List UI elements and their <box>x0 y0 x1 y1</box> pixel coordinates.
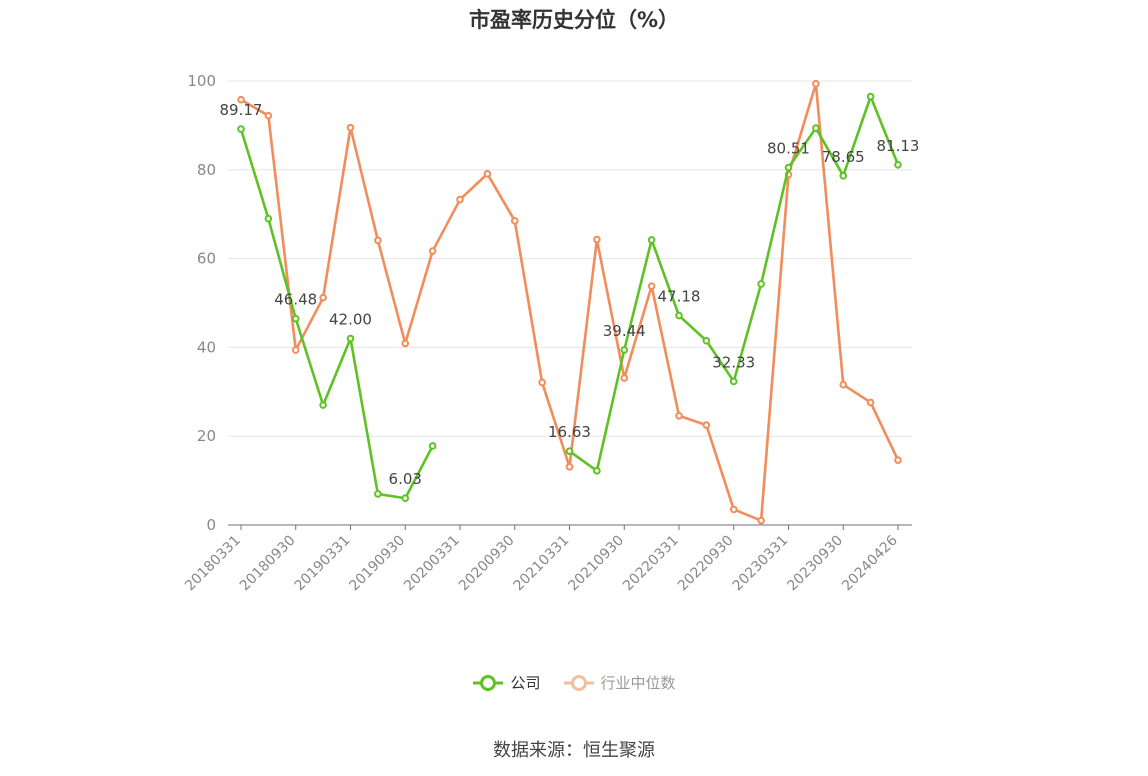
data-label: 89.17 <box>220 101 263 119</box>
industry-point <box>757 516 765 525</box>
x-tick-label: 20230331 <box>730 533 792 595</box>
data-label: 6.03 <box>389 470 422 488</box>
company-point <box>319 401 327 409</box>
legend-item-company[interactable]: 公司 <box>472 672 541 693</box>
industry-point <box>401 339 410 348</box>
company-point <box>346 334 355 343</box>
grid-layer <box>228 80 912 437</box>
company-point <box>237 125 245 133</box>
industry-point <box>593 235 601 244</box>
industry-point <box>428 247 437 255</box>
company-point <box>757 280 765 288</box>
legend-industry-marker-icon <box>563 674 594 691</box>
company-point <box>866 92 875 101</box>
y-tick-label: 60 <box>197 250 216 268</box>
x-tick-label: 20240426 <box>839 532 901 594</box>
y-tick-label: 20 <box>197 427 216 445</box>
legend: 公司 行业中位数 <box>0 672 1148 693</box>
data-label: 78.65 <box>822 148 865 166</box>
data-label: 16.63 <box>548 423 591 441</box>
data-label: 80.51 <box>767 140 810 158</box>
industry-point <box>866 398 875 407</box>
company-point <box>291 314 300 323</box>
y-tick-label: 80 <box>197 161 216 179</box>
industry-point <box>346 123 355 132</box>
company-point <box>729 377 738 386</box>
company-point <box>620 346 629 354</box>
data-label: 32.33 <box>712 353 755 371</box>
company-point <box>401 494 410 503</box>
company-point <box>264 214 273 223</box>
company-point <box>428 442 437 450</box>
legend-item-industry-median[interactable]: 行业中位数 <box>563 672 676 693</box>
data-label: 81.13 <box>877 137 920 155</box>
x-tick-label: 20210331 <box>511 533 573 595</box>
data-label: 39.44 <box>603 322 646 340</box>
chart-title: 市盈率历史分位（%） <box>468 8 680 32</box>
company-point <box>784 163 793 172</box>
y-tick-label: 40 <box>197 338 216 356</box>
industry-point <box>237 95 245 104</box>
industry-point <box>319 293 327 302</box>
industry-point <box>374 236 382 245</box>
company-point <box>894 160 902 169</box>
company-point <box>647 236 656 244</box>
industry-point <box>894 456 902 464</box>
legend-company-label: 公司 <box>510 674 541 692</box>
data-label-layer: 89.17 46.48 42.00 6.03 16.63 39.44 47.18 32.33 8… <box>220 101 920 488</box>
x-tick-label: 20180930 <box>237 533 299 595</box>
company-point <box>675 311 683 320</box>
industry-point <box>264 111 273 120</box>
company-point <box>702 336 711 345</box>
industry-point <box>538 378 546 387</box>
data-source-note: 数据来源：恒生聚源 <box>493 740 655 761</box>
x-tick-label: 20190331 <box>292 533 354 595</box>
x-tick-label: 20220331 <box>620 533 682 595</box>
industry-point <box>702 421 711 429</box>
industry-point <box>565 463 574 471</box>
industry-point <box>483 169 492 178</box>
company-point <box>839 171 848 180</box>
industry-point <box>675 411 683 420</box>
y-tick-label: 0 <box>206 516 216 534</box>
data-label: 42.00 <box>329 311 372 329</box>
industry-point <box>291 346 300 354</box>
legend-industry-label: 行业中位数 <box>600 674 676 692</box>
industry-point <box>839 380 848 389</box>
company-point <box>374 490 382 498</box>
industry-point <box>510 217 519 225</box>
x-tick-label: 20200930 <box>456 533 518 595</box>
industry-point <box>729 505 738 514</box>
x-tick-label: 20180331 <box>182 533 244 595</box>
industry-point <box>456 195 464 204</box>
company-series-line <box>239 128 434 500</box>
x-tick-label: 20210930 <box>565 533 627 595</box>
industry-point <box>620 374 629 382</box>
data-label: 46.48 <box>274 291 317 309</box>
x-tick-label: 20200331 <box>401 533 463 595</box>
x-tick-label: 20190930 <box>346 533 408 595</box>
legend-company-marker-icon <box>473 674 504 691</box>
company-point <box>565 447 574 455</box>
company-point <box>812 124 820 132</box>
data-label: 47.18 <box>658 288 701 306</box>
y-tick-label: 100 <box>187 72 216 90</box>
series-layer <box>237 79 902 525</box>
company-point <box>593 467 601 475</box>
x-tick-label: 20220930 <box>675 533 737 595</box>
x-tick-label: 20230930 <box>784 533 846 595</box>
industry-point <box>647 282 656 290</box>
industry-point <box>812 79 820 88</box>
